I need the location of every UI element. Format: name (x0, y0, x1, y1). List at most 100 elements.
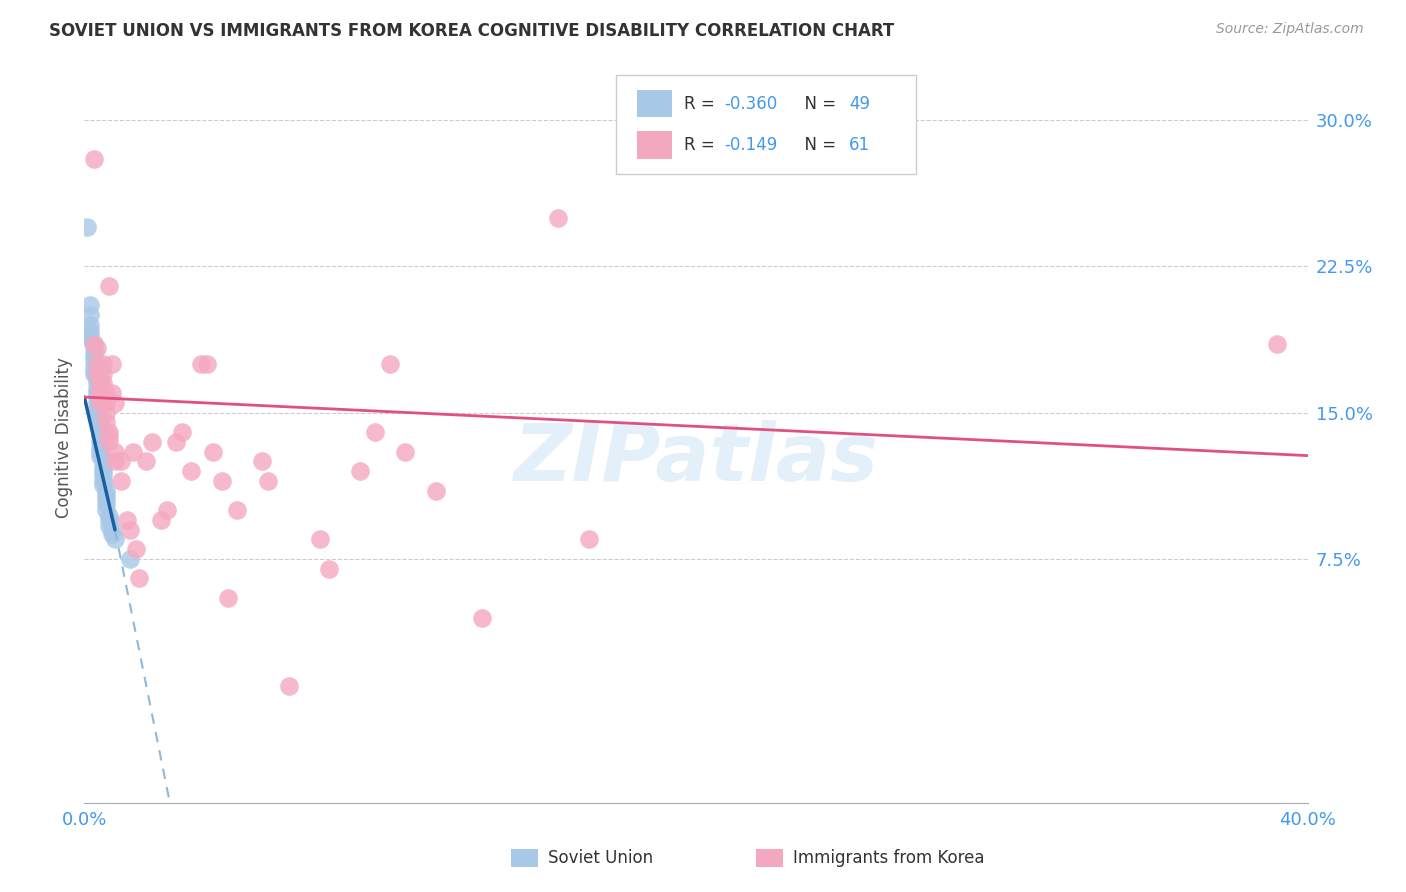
Point (101, 386, 124, 401)
Text: R =: R = (683, 136, 720, 154)
Point (83, 357, 105, 371)
Point (471, 610, 494, 624)
Point (226, 503, 249, 517)
Point (425, 483, 447, 498)
Point (86, 396, 108, 410)
Point (89, 434, 111, 449)
Point (94, 503, 117, 517)
Point (104, 533, 127, 547)
Point (364, 425, 387, 440)
Point (91, 474, 114, 488)
Point (156, 503, 179, 517)
Point (86, 342, 108, 356)
Point (135, 454, 157, 468)
Point (308, 533, 330, 547)
Text: N =: N = (794, 136, 841, 154)
Point (83, 351, 105, 365)
Point (97, 429, 120, 443)
Point (86, 390, 108, 404)
Text: 49: 49 (849, 95, 870, 112)
Text: -0.149: -0.149 (724, 136, 778, 154)
Point (91, 468, 114, 483)
Point (89, 386, 111, 401)
Point (89, 419, 111, 434)
Point (91, 464, 114, 478)
Point (125, 542, 148, 557)
Point (101, 523, 124, 537)
Point (97, 434, 120, 449)
Point (94, 488, 117, 502)
Point (89, 444, 111, 458)
Point (83, 337, 105, 351)
Point (104, 454, 127, 468)
Point (91, 454, 114, 468)
Point (91, 376, 114, 391)
Point (278, 679, 301, 693)
Point (86, 382, 108, 396)
Point (201, 444, 224, 458)
Point (578, 533, 600, 547)
Point (97, 279, 120, 293)
Point (101, 526, 124, 541)
Text: ZIPatlas: ZIPatlas (513, 420, 879, 498)
Point (94, 497, 117, 511)
Point (83, 363, 105, 377)
Point (89, 449, 111, 463)
Point (79, 324, 101, 338)
Text: Immigrants from Korea: Immigrants from Korea (793, 848, 984, 867)
Point (128, 572, 150, 586)
Point (172, 425, 194, 440)
Point (86, 357, 108, 371)
Point (89, 376, 111, 391)
Point (91, 478, 114, 492)
Point (97, 518, 120, 533)
Point (86, 370, 108, 384)
Point (104, 396, 127, 410)
Point (180, 464, 202, 478)
Text: N =: N = (794, 95, 841, 112)
Point (115, 513, 138, 527)
Text: Soviet Union: Soviet Union (548, 848, 652, 867)
Point (86, 367, 108, 381)
Point (89, 441, 111, 455)
Point (94, 491, 117, 506)
Point (250, 454, 273, 468)
Point (89, 390, 111, 404)
Point (149, 513, 172, 527)
Point (91, 367, 114, 381)
Point (83, 337, 105, 351)
Point (94, 483, 117, 498)
Point (79, 327, 101, 342)
Point (79, 308, 101, 322)
Point (94, 386, 117, 401)
Point (89, 425, 111, 440)
Point (86, 376, 108, 391)
Point (79, 332, 101, 346)
Point (211, 474, 233, 488)
FancyBboxPatch shape (616, 75, 917, 174)
Point (86, 406, 108, 420)
Point (257, 474, 280, 488)
Point (94, 396, 117, 410)
Point (89, 382, 111, 396)
Point (89, 429, 111, 443)
Point (83, 367, 105, 381)
Point (91, 357, 114, 371)
Point (89, 396, 111, 410)
Bar (756, 848, 783, 867)
Bar (637, 131, 672, 159)
Point (104, 444, 127, 458)
Point (86, 409, 108, 424)
Point (190, 357, 212, 371)
Point (217, 591, 239, 605)
Point (349, 464, 371, 478)
Text: -0.360: -0.360 (724, 95, 778, 112)
Point (79, 298, 101, 312)
Point (94, 406, 117, 420)
Point (110, 454, 132, 468)
Point (110, 474, 132, 488)
Point (141, 434, 163, 449)
Point (94, 416, 117, 430)
Point (89, 370, 111, 384)
Point (97, 509, 120, 524)
